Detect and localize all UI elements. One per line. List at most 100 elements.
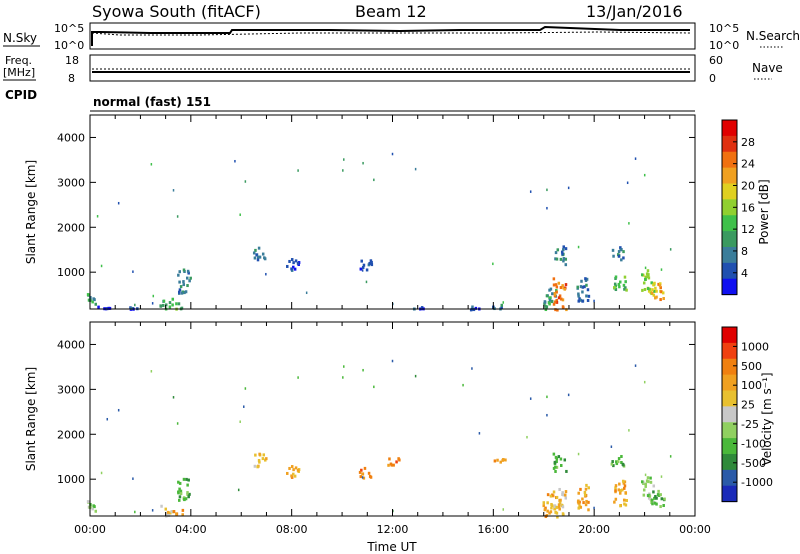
echo-cell [581,299,584,303]
echo-point [529,190,532,193]
colorbar-tick-label: -25 [741,418,759,431]
echo-cell [643,287,647,291]
echo-cell [619,248,622,252]
echo-cell [617,457,621,461]
echo-point [297,169,299,172]
echo-cell [389,462,393,466]
echo-cell [296,468,300,472]
x-tick-label: 16:00 [477,523,509,536]
echo-point [117,408,120,412]
colorbar-band [722,151,737,169]
echo-cell [86,293,90,297]
echo-cell [359,267,363,271]
echo-cell [655,295,658,299]
echo-cell [256,258,260,262]
echo-cell [368,261,371,265]
echo-cell [557,281,561,285]
echo-cell [387,463,390,467]
echo-cell [258,460,261,464]
echo-cell [556,515,559,519]
time-axis-label: Time UT [366,540,417,554]
echo-point [567,186,570,190]
colorbar-tick-label: 24 [741,158,755,171]
echo-cell [392,463,395,467]
echo-point [343,365,345,368]
echo-cell [471,305,474,309]
echo-cell [621,488,624,492]
echo-cell [583,490,587,494]
colorbar-band [722,406,737,423]
nave-label: Nave [752,61,783,75]
echo-cell [653,289,656,293]
echo-cell [359,475,363,479]
echo-cell [294,466,298,470]
echo-cell [587,486,590,490]
echo-cell [294,259,298,263]
echo-cell [622,256,625,260]
power-panel: 1000 2000 3000 4000 Slant Range [km] 4 8 12 16… [24,114,771,312]
echo-cell [265,457,268,461]
colorbar-band [722,120,737,137]
echo-cell [623,502,626,506]
echo-cell [548,302,551,306]
power-cbar-label: Power [dB] [757,179,771,244]
echo-cell [562,259,565,263]
echo-cell [620,460,623,464]
echo-point [643,380,646,384]
echo-cell [564,247,568,251]
echo-cell [177,273,180,277]
echo-cell [544,506,547,510]
echo-cell [361,265,365,269]
echo-cell [624,491,627,495]
colorbar-band [722,278,737,296]
echo-cell [183,497,186,501]
echo-cell [622,481,626,485]
echo-cell [561,505,565,509]
echo-cell [179,489,183,493]
echo-cell [179,285,183,289]
echo-cell [253,256,257,260]
echo-cell [644,484,647,488]
echo-cell [552,490,556,494]
echo-cell [661,291,665,295]
freq-label-2: [MHz] [3,66,35,79]
echo-cell [645,479,649,483]
y-tick-label: 3000 [57,176,85,189]
colorbar-tick-label: 1000 [741,340,769,353]
x-tick-label: 08:00 [276,523,308,536]
echo-cell [549,510,553,514]
echo-cell [560,463,563,467]
echo-cell [619,246,622,250]
echo-cell [162,299,166,303]
echo-cell [659,298,662,302]
echo-point [152,294,155,298]
colorbar-tick-label: 12 [741,223,755,236]
echo-cell [257,458,261,462]
echo-point [492,262,494,266]
echo-cell [159,304,162,308]
echo-point [628,222,630,225]
echo-cell [252,251,256,255]
echo-cell [108,306,112,310]
echo-cell [624,280,627,284]
echo-cell [263,257,267,261]
echo-point [478,432,481,435]
echo-cell [556,308,559,312]
echo-cell [563,287,567,291]
echo-cell [258,452,261,456]
echo-cell [587,294,591,298]
echo-cell [616,460,620,464]
cpid-value: normal (fast) 151 [93,95,211,109]
echo-cell [583,285,586,289]
y-tick-label: 2000 [57,221,85,234]
echo-cell [579,285,583,289]
echo-cell [178,280,181,284]
echo-cell [613,286,616,290]
echo-cell [642,493,646,497]
echo-cell [562,248,565,252]
echo-cell [544,304,547,308]
echo-cell [550,493,554,497]
echo-point [634,157,637,160]
nsearch-label: N.Search [746,29,800,43]
nsky-tick-hi: 10^5 [54,22,84,35]
